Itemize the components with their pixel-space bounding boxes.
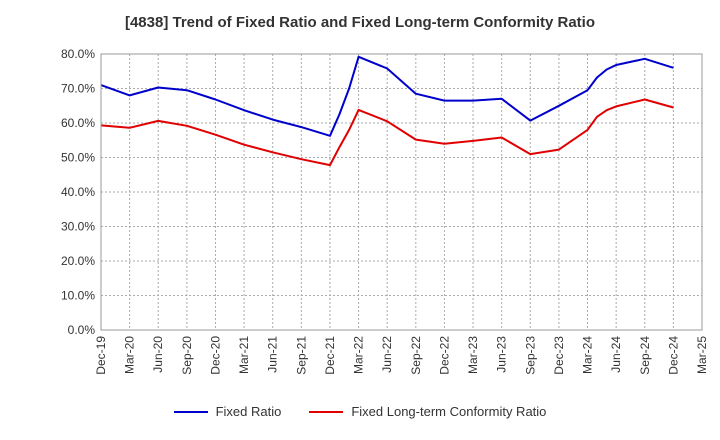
legend-label: Fixed Long-term Conformity Ratio — [351, 404, 547, 419]
x-tick-label: Sep-21 — [294, 336, 308, 375]
y-tick-label: 40.0% — [61, 185, 95, 199]
x-tick-label: Jun-22 — [380, 336, 394, 373]
x-tick-label: Jun-23 — [495, 336, 509, 373]
y-axis-ticks: 0.0% 10.0% 20.0% 30.0% 40.0% 50.0% 60.0% 70.0% 8… — [61, 47, 95, 337]
legend-swatch — [173, 410, 208, 413]
x-tick-label: Mar-21 — [237, 336, 251, 374]
x-tick-label: Dec-22 — [437, 336, 451, 375]
legend-label: Fixed Ratio — [215, 404, 282, 419]
x-axis-ticks: Dec-19 Mar-20 Jun-20 Sep-20 Dec-20 Mar-21 Jun-… — [94, 336, 709, 375]
y-tick-label: 50.0% — [61, 151, 95, 165]
y-tick-label: 30.0% — [61, 220, 95, 234]
x-tick-label: Dec-19 — [94, 336, 108, 375]
y-tick-label: 60.0% — [61, 116, 95, 130]
x-tick-label: Sep-22 — [409, 336, 423, 375]
x-tick-label: Sep-23 — [523, 336, 537, 375]
grid-layer — [101, 54, 702, 330]
x-tick-label: Mar-25 — [695, 336, 709, 374]
x-tick-label: Jun-20 — [151, 336, 165, 373]
x-tick-label: Mar-20 — [123, 336, 137, 374]
x-tick-label: Mar-24 — [581, 336, 595, 374]
y-tick-label: 80.0% — [61, 47, 95, 61]
x-tick-label: Dec-20 — [208, 336, 222, 375]
y-tick-label: 20.0% — [61, 254, 95, 268]
x-tick-label: Jun-21 — [266, 336, 280, 373]
series-line-1 — [100, 55, 674, 137]
x-tick-label: Jun-24 — [609, 336, 623, 373]
x-tick-label: Dec-21 — [323, 336, 337, 375]
chart-title: [4838] Trend of Fixed Ratio and Fixed Lo… — [124, 14, 596, 31]
y-tick-label: 0.0% — [68, 323, 96, 337]
x-tick-label: Mar-22 — [352, 336, 366, 374]
x-tick-label: Sep-20 — [180, 336, 194, 375]
plot-frame — [100, 53, 703, 331]
legend-swatch — [309, 410, 344, 413]
y-tick-label: 70.0% — [61, 82, 95, 96]
x-tick-label: Sep-24 — [638, 336, 652, 375]
x-tick-label: Dec-24 — [666, 336, 680, 375]
legend-item: Fixed Long-term Conformity Ratio — [309, 404, 546, 419]
series-layer — [100, 55, 674, 167]
series-line-2 — [100, 98, 674, 167]
legend-item: Fixed Ratio — [173, 404, 282, 419]
legend: Fixed Ratio Fixed Long-term Conformity Ra… — [0, 404, 720, 419]
x-tick-label: Mar-23 — [466, 336, 480, 374]
y-tick-label: 10.0% — [61, 289, 95, 303]
x-tick-label: Dec-23 — [552, 336, 566, 375]
